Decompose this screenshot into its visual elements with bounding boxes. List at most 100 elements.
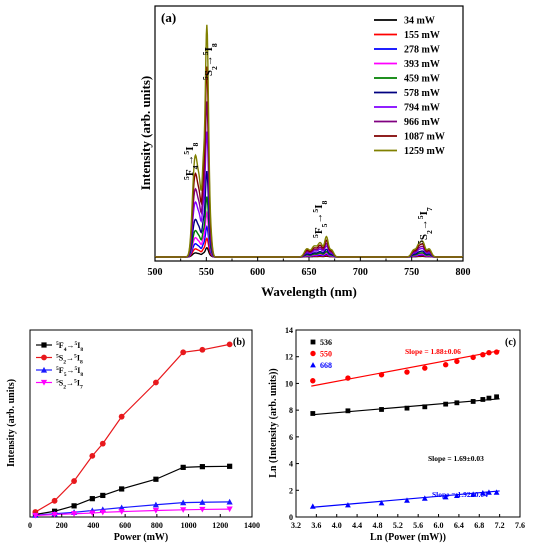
panel-b-data-point: [89, 510, 96, 517]
panel-c-x-tick-label: 6.0: [434, 521, 444, 530]
panel-b-legend-part: →: [66, 354, 74, 363]
panel-b: (b) 0 200 400 600 800 1000 1200 1400 Power (mW)…: [6, 329, 260, 543]
annotation-s2-i7: 5S2→5I7: [416, 207, 434, 244]
annotation-s2-i7-target-super: 5: [416, 215, 425, 219]
annotation-s2-i7-target-main: I: [418, 211, 430, 215]
panel-c-data-point: [480, 397, 486, 402]
panel-c-x-tick-label: 3.6: [311, 521, 321, 530]
panel-b-data-point: [153, 476, 159, 482]
panel-c-y-tick-label: 12: [285, 353, 293, 362]
panel-a-x-tick-label: 550: [199, 267, 214, 278]
panel-c-y-tick-label: 0: [289, 513, 293, 522]
panel-c-y-axis-title: Ln (Intensity (arb. units)): [268, 368, 279, 477]
panel-b-legend-part: 5: [74, 354, 77, 360]
panel-c-x-tick-label: 5.6: [413, 521, 423, 530]
panel-b-x-axis-title: Power (mW): [114, 532, 169, 543]
panel-c-data-point: [480, 352, 486, 358]
panel-c-data-point: [379, 407, 384, 412]
panel-a-legend-label: 1259 mW: [404, 146, 445, 157]
panel-b-legend-marker: [41, 342, 47, 348]
panel-c-legend: 536 550 668: [310, 338, 332, 370]
panel-c-plot: Slope = 1.69±0.03 Slope = 1.88±0.06 Slope …: [309, 347, 500, 509]
panel-b-legend-part: 2: [63, 360, 66, 366]
panel-c-data-point: [470, 491, 477, 497]
panel-a-legend-label: 278 mW: [404, 45, 440, 56]
panel-a: (a) 500 550 600 650 700 750 800 Wavelength (nm…: [138, 5, 471, 299]
panel-b-legend-part: 7: [80, 385, 83, 391]
panel-b-legend-part: S: [59, 379, 64, 388]
panel-b-data-point: [199, 506, 206, 513]
panel-b-legend-part: 5: [56, 366, 59, 372]
panel-b-x-tick-label: 800: [151, 521, 163, 530]
panel-c-data-point: [454, 358, 460, 365]
panel-a-legend-label: 459 mW: [404, 74, 440, 85]
panel-b-legend-part: 8: [80, 347, 83, 353]
panel-b-data-point: [226, 498, 233, 505]
panel-c-data-point: [310, 411, 316, 416]
panel-b-data-point: [152, 507, 160, 514]
panel-b-data-point: [51, 511, 58, 518]
panel-a-legend-label: 34 mW: [404, 16, 435, 27]
panel-c-data-point: [470, 354, 476, 361]
panel-c-data-point: [345, 375, 351, 381]
panel-c-x-tick-label: 5.2: [393, 521, 403, 530]
annotation-f5: 5F5→5I8: [311, 200, 329, 238]
panel-b-data-point: [99, 509, 106, 516]
panel-b-data-point: [180, 507, 187, 513]
panel-b-data-point: [152, 501, 160, 508]
panel-c-x-tick-label: 4.8: [372, 521, 382, 530]
panel-c-data-point: [486, 489, 492, 495]
panel-b-data-point: [100, 492, 106, 499]
panel-c-data-point: [378, 500, 385, 506]
panel-b-data-point: [118, 509, 125, 515]
panel-c-legend-marker: [310, 339, 316, 345]
panel-a-x-tick-label: 650: [302, 267, 317, 278]
panel-c-data-point: [479, 490, 486, 496]
panel-c-y-tick-label: 10: [285, 379, 293, 388]
panel-c-data-point: [404, 405, 410, 411]
panel-b-legend-part: →: [66, 366, 74, 375]
annotation-main-peak-arrow: →: [203, 55, 215, 66]
panel-c-frame: [295, 329, 521, 518]
panel-b-legend-part: 5: [74, 379, 77, 385]
panel-b-legend-part: S: [59, 354, 64, 363]
panel-c-fit-line: [311, 490, 500, 508]
annotation-s2-i7-arrow: →: [418, 219, 430, 230]
annotation-f5-target-super: 5: [311, 209, 320, 213]
panel-c-data-point: [493, 349, 500, 355]
panel-a-legend: 34 mW 155 mW 278 mW 393 mW 459 mW 578 mW 794 m…: [374, 16, 445, 157]
panel-a-legend-label: 155 mW: [404, 30, 440, 41]
panel-b-legend-part: 5: [64, 372, 67, 378]
panel-c-data-point: [404, 369, 410, 375]
panel-a-x-tick-label: 800: [456, 267, 471, 278]
panel-b-legend-part: 2: [63, 385, 66, 391]
panel-c-x-axis-title: Ln (Power (mW)): [370, 532, 446, 543]
panel-b-series-line: [35, 501, 230, 516]
panel-c-y-tick-label: 2: [289, 486, 293, 495]
panel-b-data-point: [199, 499, 206, 505]
panel-c-y-tick-label: 8: [289, 406, 293, 415]
panel-c-x-ticks: 3.2 3.6 4.0 4.4 4.8 5.2 5.6 6.0 6.4 6.8 7.2 7.6: [291, 514, 525, 530]
annotation-f5-target-main: I: [313, 204, 325, 208]
panel-b-frame: [29, 329, 253, 518]
panel-c-data-point: [422, 404, 428, 410]
panel-c-data-point: [454, 400, 460, 406]
panel-c-x-tick-label: 7.6: [515, 521, 525, 530]
panel-b-legend-part: F: [59, 341, 64, 350]
panel-b-x-tick-label: 1400: [244, 521, 260, 530]
panel-c-y-tick-label: 6: [289, 433, 293, 442]
panel-b-data-point: [89, 452, 96, 459]
annotation-f5-display-main: F: [313, 227, 325, 234]
panel-c-x-tick-label: 3.2: [291, 521, 301, 530]
panel-b-data-point: [180, 464, 186, 470]
panel-c-slope-label: Slope = 1.92±0.04: [432, 490, 488, 499]
annotation-s2-i7-display-super: 5: [416, 240, 425, 244]
annotation-f4-arrow: →: [184, 155, 196, 166]
panel-b-legend-part: I: [77, 379, 80, 388]
annotation-f4-target-main: I: [184, 146, 196, 150]
panel-b-data-point: [226, 506, 233, 513]
panel-a-legend-label: 794 mW: [404, 103, 440, 114]
annotation-main-peak: 5S2→5I8: [201, 43, 219, 80]
panel-b-data-point: [71, 503, 77, 509]
